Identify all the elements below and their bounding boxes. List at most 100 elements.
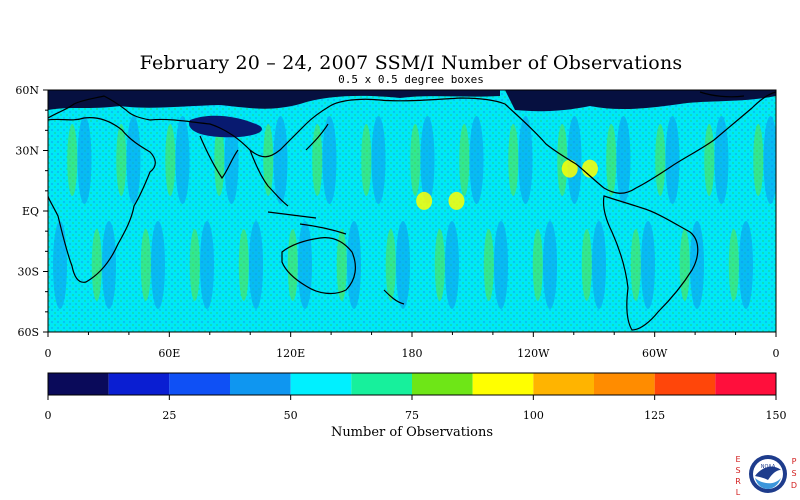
high-coverage-band [410, 124, 421, 196]
low-coverage-band [126, 116, 141, 204]
colorbar-segment [108, 373, 170, 395]
low-coverage-band [763, 116, 776, 204]
high-coverage-band [557, 124, 568, 196]
low-coverage-band [347, 221, 361, 309]
lat-tick-label: EQ [22, 205, 39, 218]
high-coverage-band [606, 124, 617, 196]
low-coverage-band [494, 221, 508, 309]
lat-tick-label: 30S [17, 266, 39, 279]
low-coverage-band [420, 116, 435, 204]
noaa-wave-icon [755, 478, 781, 489]
high-coverage-band [287, 229, 298, 301]
japan-outline [305, 123, 329, 151]
colorbar-segment [715, 373, 776, 395]
psd-letter: S [791, 469, 796, 478]
high-coverage-band [385, 229, 396, 301]
australia-outline [281, 237, 356, 295]
low-coverage-band [396, 221, 410, 309]
colorbar-tick-label: 75 [405, 409, 419, 422]
high-coverage-band [116, 124, 127, 196]
colorbar-tick-label: 150 [766, 409, 787, 422]
low-coverage-band [641, 221, 655, 309]
colorbar-segment [48, 373, 109, 395]
colorbar-tick-label: 25 [162, 409, 176, 422]
north-america-outline [504, 91, 776, 194]
low-coverage-band [249, 221, 263, 309]
low-coverage-band [371, 116, 386, 204]
low-coverage-band [77, 116, 92, 204]
high-coverage-band [753, 124, 764, 196]
low-coverage-band [714, 116, 729, 204]
colorbar-segment [472, 373, 534, 395]
colorbar-segment [594, 373, 655, 395]
low-coverage-band [298, 221, 312, 309]
tibet-dark [189, 115, 262, 138]
high-count-hotspot [416, 191, 433, 210]
lon-tick-label: 0 [773, 347, 780, 360]
lat-tick-label: 60N [15, 84, 39, 97]
latitude-axis: 60N 30N EQ 30S 60S [15, 84, 48, 339]
colorbar-segment [169, 373, 230, 395]
colorbar [47, 372, 777, 396]
high-coverage-band [238, 229, 249, 301]
asia-arctic-dark [48, 90, 500, 110]
esrl-letter: R [735, 477, 741, 486]
high-coverage-band [532, 229, 543, 301]
high-coverage-band [263, 124, 274, 196]
colorbar-ticks: 0 25 50 75 100 125 150 [45, 395, 787, 422]
high-coverage-band [655, 124, 666, 196]
high-count-hotspot [581, 159, 598, 178]
high-coverage-band [704, 124, 715, 196]
new-zealand-outline [383, 289, 405, 305]
psd-letter: D [791, 481, 797, 490]
high-coverage-band [434, 229, 445, 301]
map-title: February 20 – 24, 2007 SSM/I Number of O… [139, 52, 683, 74]
lon-tick-label: 120W [517, 347, 550, 360]
low-coverage-band [592, 221, 606, 309]
low-coverage-band [175, 116, 190, 204]
high-coverage-band [140, 229, 151, 301]
esrl-letter: S [735, 466, 740, 475]
continents [48, 91, 776, 331]
low-coverage-band [151, 221, 165, 309]
high-coverage-band [483, 229, 494, 301]
colorbar-label: Number of Observations [331, 425, 493, 440]
low-coverage-band [200, 221, 214, 309]
southeast-asia-outline [249, 149, 289, 207]
longitude-axis: 0 60E 120E 180 120W 60W 0 [45, 332, 780, 360]
lon-tick-label: 180 [402, 347, 423, 360]
high-coverage-band [728, 229, 739, 301]
low-coverage-band [518, 116, 533, 204]
colorbar-tick-label: 0 [45, 409, 52, 422]
colorbar-tick-label: 50 [284, 409, 298, 422]
lon-tick-label: 60W [642, 347, 668, 360]
colorbar-segment [230, 373, 291, 395]
swath-bands [53, 116, 776, 309]
high-coverage-band [361, 124, 372, 196]
low-coverage-band [665, 116, 680, 204]
map-subtitle: 0.5 x 0.5 degree boxes [338, 73, 484, 86]
low-coverage-band [567, 116, 582, 204]
low-coverage-band [739, 221, 753, 309]
high-count-hotspot [448, 191, 465, 210]
high-coverage-band [189, 229, 200, 301]
high-coverage-band [67, 124, 78, 196]
low-coverage-band [690, 221, 704, 309]
arctic-dark-region [48, 90, 776, 112]
esrl-letter: E [735, 455, 740, 464]
colorbar-tick-label: 125 [644, 409, 665, 422]
observation-field [48, 90, 776, 332]
high-count-hotspot [561, 159, 578, 178]
low-coverage-band [273, 116, 288, 204]
lat-tick-label: 60S [17, 326, 39, 339]
lat-tick-label: 30N [15, 145, 39, 158]
polar-low-coverage [48, 90, 776, 138]
south-america-outline [602, 195, 699, 331]
india-outline [199, 135, 239, 180]
colorbar-segment [533, 373, 594, 395]
asia-outline [149, 97, 506, 158]
high-coverage-band [581, 229, 592, 301]
